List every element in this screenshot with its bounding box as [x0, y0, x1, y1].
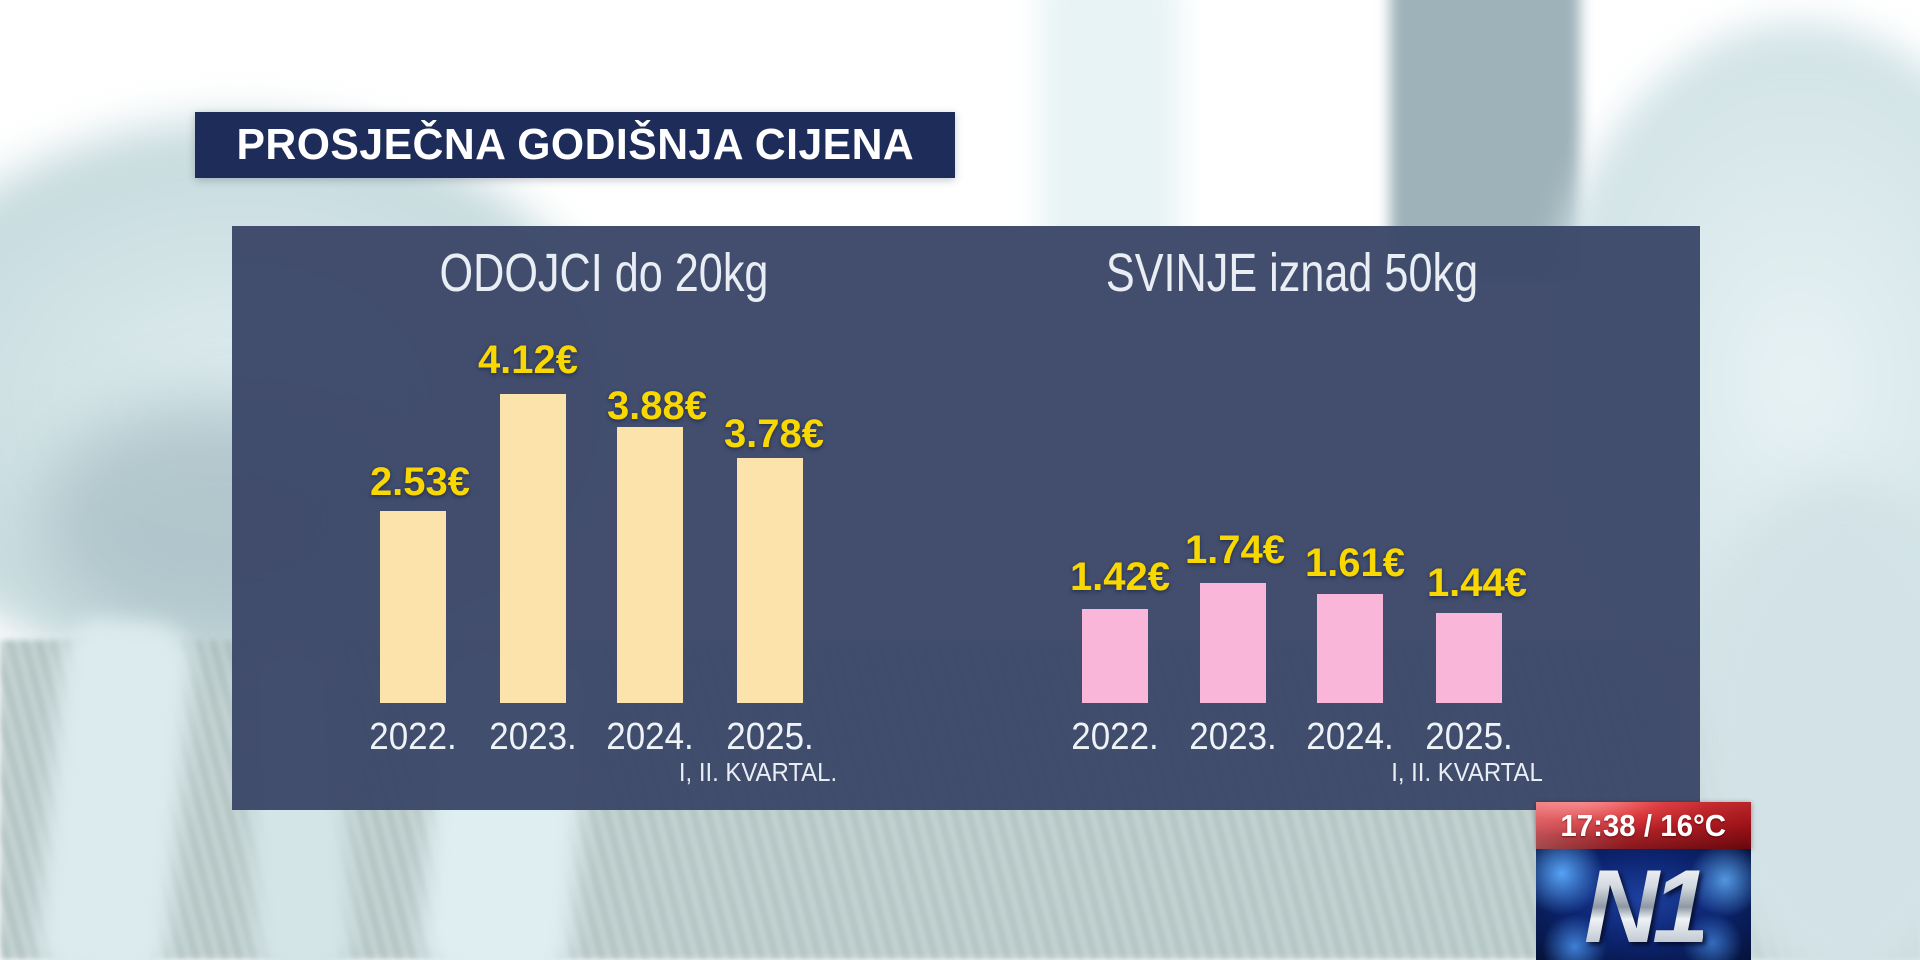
value-label-odojci-2025: 3.78€	[723, 412, 825, 456]
axis-label-svinje-2023: 2023.	[1189, 716, 1277, 758]
value-label-svinje-2023: 1.74€	[1184, 528, 1286, 572]
value-label-odojci-2023: 4.12€	[477, 338, 579, 382]
chart-title-odojci: ODOJCI do 20kg	[439, 243, 769, 303]
value-label-svinje-2022: 1.42€	[1069, 555, 1171, 599]
bar-odojci-2022	[380, 511, 446, 703]
value-label-svinje-2025: 1.44€	[1426, 561, 1528, 605]
clock-temp-banner: 17:38 / 16°C	[1536, 802, 1751, 849]
bar-svinje-2024	[1317, 594, 1383, 703]
chart-panel: ODOJCI do 20kg SVINJE iznad 50kg 2.53€ 4…	[232, 226, 1700, 810]
value-label-svinje-2024: 1.61€	[1304, 541, 1406, 585]
page-title: PROSJEČNA GODIŠNJA CIJENA	[236, 120, 914, 169]
axis-label-odojci-2025: 2025.	[726, 716, 814, 758]
bar-odojci-2024	[617, 427, 683, 703]
n1-logo: N1	[1536, 849, 1751, 960]
value-label-odojci-2024: 3.88€	[606, 384, 708, 428]
pig-shape-top	[1040, 0, 1180, 270]
n1-logo-text: N1	[1584, 849, 1710, 960]
axis-label-odojci-2023: 2023.	[489, 716, 577, 758]
bar-svinje-2022	[1082, 609, 1148, 703]
title-banner: PROSJEČNA GODIŠNJA CIJENA	[195, 112, 955, 178]
value-label-odojci-2022: 2.53€	[369, 460, 471, 504]
bar-svinje-2023	[1200, 583, 1266, 703]
axis-label-odojci-2022: 2022.	[369, 716, 457, 758]
chart-title-svinje: SVINJE iznad 50kg	[1105, 243, 1479, 303]
bar-svinje-2025	[1436, 613, 1502, 703]
footnote-svinje-kvartal: I, II. KVARTAL	[1391, 757, 1543, 787]
axis-label-svinje-2022: 2022.	[1071, 716, 1159, 758]
axis-label-svinje-2024: 2024.	[1306, 716, 1394, 758]
footnote-odojci-kvartal: I, II. KVARTAL.	[678, 757, 838, 787]
bar-odojci-2023	[500, 394, 566, 703]
axis-label-odojci-2024: 2024.	[606, 716, 694, 758]
clock-temp-text: 17:38 / 16°C	[1560, 807, 1727, 843]
axis-label-svinje-2025: 2025.	[1425, 716, 1513, 758]
bar-odojci-2025	[737, 458, 803, 703]
